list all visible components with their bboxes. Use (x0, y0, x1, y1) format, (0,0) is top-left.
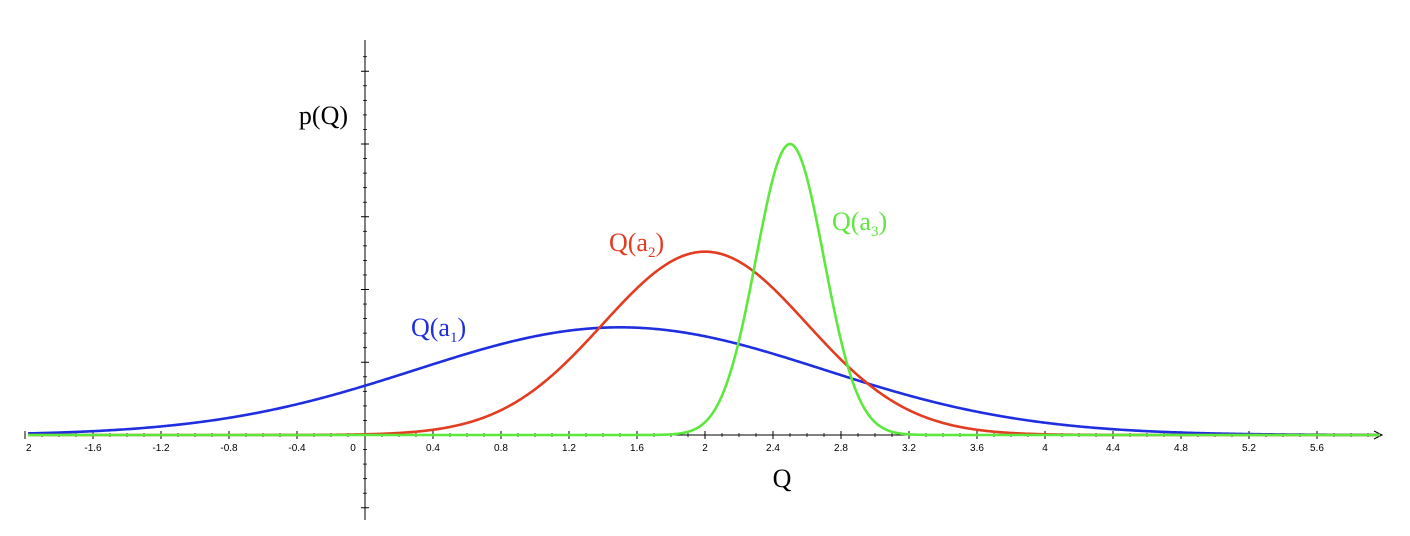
x-tick-label: -1.2 (152, 443, 170, 454)
series-label-main: Q(a (411, 313, 450, 342)
x-tick-label: 5.2 (1242, 443, 1256, 454)
x-tick-label: 5.6 (1310, 443, 1324, 454)
x-tick-label: -0.4 (288, 443, 306, 454)
series-label-main: Q(a (609, 228, 648, 257)
series-line-2 (28, 250, 1380, 437)
x-tick-label: 2.8 (834, 443, 848, 454)
series-label-subscript: 3 (871, 224, 879, 240)
series-lines (27, 142, 1381, 437)
series-label-close: ) (457, 313, 466, 342)
x-tick-label: -0.8 (220, 443, 238, 454)
series-label-3: Q(a3) (832, 207, 887, 240)
series-label-subscript: 2 (648, 245, 656, 261)
x-tick-label: 3.6 (970, 443, 984, 454)
series-label-2: Q(a2) (609, 228, 664, 261)
axes: 2 -1.6 -1.2 -0.8 -0.4 0 0.4 0.8 1.2 1.6 2 2.4 2.8 3.2… (24, 40, 1384, 520)
x-tick-label: 1.6 (630, 443, 644, 454)
x-tick-label: 2 (702, 443, 708, 454)
x-tick-label: -1.6 (84, 443, 102, 454)
series-label-close: ) (655, 228, 664, 257)
x-tick-label: 0 (350, 443, 356, 454)
x-tick-label: 1.2 (562, 443, 576, 454)
x-tick-label: 0.8 (494, 443, 508, 454)
series-labels: Q(a1)Q(a2)Q(a3) (411, 207, 887, 346)
series-label-1: Q(a1) (411, 313, 466, 346)
y-axis-title: p(Q) (299, 101, 348, 130)
series-label-subscript: 1 (450, 330, 458, 346)
x-axis-arrow (1373, 430, 1384, 440)
series-line-1 (27, 326, 1381, 437)
x-tick-label: 4 (1042, 443, 1048, 454)
x-tick-label: 3.2 (902, 443, 916, 454)
x-tick-label: 4.4 (1106, 443, 1120, 454)
x-tick-label: 2.4 (766, 443, 780, 454)
x-tick-label: 0.4 (426, 443, 440, 454)
x-tick-label: 4.8 (1174, 443, 1188, 454)
x-tick-label: 2 (26, 443, 32, 454)
series-label-main: Q(a (832, 207, 871, 236)
series-label-close: ) (878, 207, 887, 236)
x-axis-title: Q (773, 464, 792, 493)
series-line-3 (28, 142, 1380, 437)
